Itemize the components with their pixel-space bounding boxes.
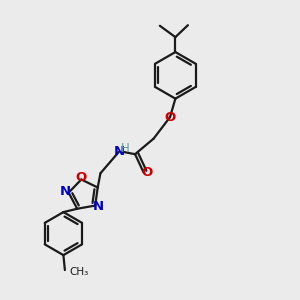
Text: O: O	[164, 111, 175, 124]
Text: O: O	[76, 171, 87, 184]
Text: N: N	[93, 200, 104, 213]
Text: N: N	[60, 185, 71, 198]
Text: O: O	[141, 166, 153, 179]
Text: N: N	[113, 145, 124, 158]
Text: CH₃: CH₃	[69, 267, 88, 278]
Text: H: H	[121, 142, 129, 155]
